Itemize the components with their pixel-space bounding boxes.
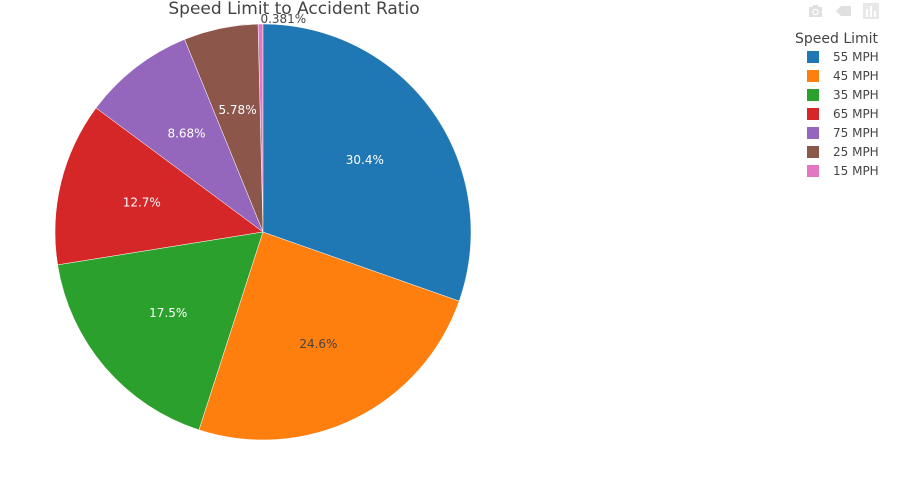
slice-label: 24.6%	[299, 337, 337, 351]
legend-label: 45 MPH	[833, 69, 879, 83]
legend-item-35-mph[interactable]: 35 MPH	[807, 88, 879, 102]
pie-slice-75-mph[interactable]	[95, 39, 264, 233]
legend: Speed Limit 55 MPH 45 MPH 35 MPH 65 MPH 75 M…	[795, 31, 879, 178]
slice-label: 30.4%	[346, 153, 384, 167]
zoom-out-icon[interactable]	[834, 3, 852, 19]
legend-item-65-mph[interactable]: 65 MPH	[807, 107, 879, 121]
pie-slice-45-mph[interactable]	[198, 231, 460, 441]
slice-label: 8.68%	[167, 126, 205, 140]
legend-item-75-mph[interactable]: 75 MPH	[807, 126, 879, 140]
legend-item-45-mph[interactable]: 45 MPH	[807, 69, 879, 83]
legend-label: 65 MPH	[833, 107, 879, 121]
legend-label: 35 MPH	[833, 88, 879, 102]
legend-swatch	[807, 108, 819, 120]
pie-slice-35-mph[interactable]	[57, 231, 264, 431]
legend-swatch	[807, 146, 819, 158]
legend-item-15-mph[interactable]: 15 MPH	[807, 164, 879, 178]
legend-swatch	[807, 70, 819, 82]
slice-label: 12.7%	[123, 195, 161, 209]
legend-item-55-mph[interactable]: 55 MPH	[807, 50, 879, 64]
pie-slices	[54, 23, 472, 441]
legend-label: 25 MPH	[833, 145, 879, 159]
chart-title: Speed Limit to Accident Ratio	[168, 0, 419, 19]
legend-label: 75 MPH	[833, 126, 879, 140]
legend-swatch	[807, 127, 819, 139]
camera-icon[interactable]	[806, 3, 824, 19]
legend-swatch	[807, 89, 819, 101]
legend-swatch	[807, 165, 819, 177]
legend-title: Speed Limit	[795, 31, 879, 47]
legend-item-25-mph[interactable]: 25 MPH	[807, 145, 879, 159]
legend-label: 55 MPH	[833, 50, 879, 64]
pie-slice-55-mph[interactable]	[262, 23, 472, 302]
slice-label: 0.381%	[260, 12, 306, 26]
slice-label: 17.5%	[149, 306, 187, 320]
bar-chart-icon[interactable]	[862, 3, 880, 19]
pie-slice-labels: 0.381% 5.78% 8.68% 12.7% 17.5% 24.6% 30.4%	[123, 12, 384, 351]
plot-toolbar	[806, 3, 880, 19]
pie-slice-65-mph[interactable]	[54, 107, 264, 266]
legend-swatch	[807, 51, 819, 63]
legend-label: 15 MPH	[833, 164, 879, 178]
slice-label: 5.78%	[218, 103, 256, 117]
